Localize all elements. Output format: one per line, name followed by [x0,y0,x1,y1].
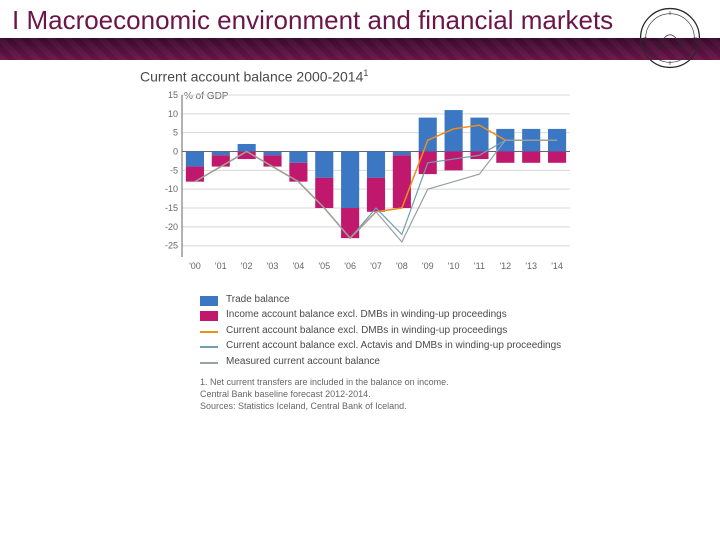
chart-legend: Trade balance Income account balance excl… [140,294,580,369]
chart-container: Current account balance 2000-20141 % of … [140,68,580,413]
bar-trade_balance [367,151,385,177]
svg-text:-5: -5 [170,165,178,175]
svg-text:% of GDP: % of GDP [184,91,229,102]
chart-footnotes: 1. Net current transfers are included in… [140,376,580,412]
legend-item: Measured current account balance [200,356,580,369]
svg-text:'04: '04 [293,261,305,271]
chart-title-text: Current account balance 2000-2014 [140,69,363,85]
legend-item: Current account balance excl. DMBs in wi… [200,325,580,338]
bar-trade_balance [212,151,230,155]
svg-text:'13: '13 [525,261,537,271]
chart-title: Current account balance 2000-20141 [140,68,580,85]
legend-label: Trade balance [226,294,580,307]
legend-item: Trade balance [200,294,580,307]
bar-income_balance [367,177,385,211]
footnote-sources: Sources: Statistics Iceland, Central Ban… [200,400,580,412]
bar-trade_balance [315,151,333,177]
legend-swatch [200,362,218,364]
svg-text:10: 10 [168,108,178,118]
bar-income_balance [263,155,281,166]
bar-trade_balance [341,151,359,208]
legend-swatch [200,311,218,321]
legend-label: Current account balance excl. Actavis an… [226,340,580,353]
svg-text:'05: '05 [318,261,330,271]
svg-text:'00: '00 [189,261,201,271]
footnote-2: Central Bank baseline forecast 2012-2014… [200,388,580,400]
bar-income_balance [522,151,540,162]
chart-svg: % of GDP -25 -20 -15 -10 -5 0 5 10 15 '00 '01 '02 '03… [140,89,580,279]
bar-trade_balance [238,144,256,152]
legend-label: Measured current account balance [226,356,580,369]
bar-trade_balance [470,117,488,151]
legend-label: Income account balance excl. DMBs in win… [226,309,580,322]
svg-text:'03: '03 [267,261,279,271]
bar-trade_balance [289,151,307,162]
svg-text:'14: '14 [551,261,563,271]
svg-text:'07: '07 [370,261,382,271]
bar-income_balance [341,208,359,238]
footnote-1: 1. Net current transfers are included in… [200,376,580,388]
chart-title-super: 1 [363,68,368,78]
bar-trade_balance [263,151,281,155]
svg-text:'11: '11 [474,261,485,271]
bar-income_balance [496,151,514,162]
legend-item: Current account balance excl. Actavis an… [200,340,580,353]
bar-trade_balance [445,110,463,151]
svg-text:15: 15 [168,90,178,100]
legend-label: Current account balance excl. DMBs in wi… [226,325,580,338]
svg-text:'10: '10 [448,261,460,271]
page-header: I Macroeconomic environment and financia… [0,0,720,38]
svg-text:-10: -10 [165,184,178,194]
svg-text:'09: '09 [422,261,434,271]
svg-text:'06: '06 [344,261,356,271]
bar-trade_balance [419,117,437,151]
page-title: I Macroeconomic environment and financia… [12,6,708,36]
bar-income_balance [186,166,204,181]
bar-income_balance [315,177,333,207]
bar-trade_balance [186,151,204,166]
legend-item: Income account balance excl. DMBs in win… [200,309,580,322]
svg-text:5: 5 [173,127,178,137]
svg-text:0: 0 [173,146,178,156]
bar-income_balance [212,155,230,166]
svg-text:'12: '12 [499,261,511,271]
legend-swatch [200,296,218,306]
legend-swatch [200,331,218,333]
bar-income_balance [445,151,463,170]
svg-text:'08: '08 [396,261,408,271]
institution-seal-icon [638,6,702,70]
svg-text:'02: '02 [241,261,253,271]
bar-income_balance [393,155,411,208]
bar-income_balance [548,151,566,162]
header-band [0,38,720,60]
svg-text:'01: '01 [215,261,227,271]
bar-trade_balance [393,151,411,155]
legend-swatch [200,346,218,348]
svg-text:-20: -20 [165,221,178,231]
svg-text:-15: -15 [165,203,178,213]
svg-text:-25: -25 [165,240,178,250]
